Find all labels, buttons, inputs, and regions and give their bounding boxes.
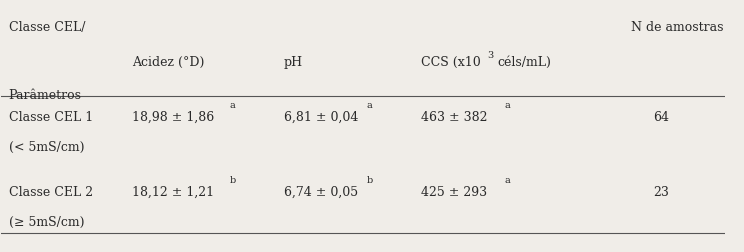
Text: Acidez (°D): Acidez (°D) [132,56,204,69]
Text: b: b [229,176,236,185]
Text: 23: 23 [652,186,669,199]
Text: (< 5mS/cm): (< 5mS/cm) [9,141,84,154]
Text: 463 ± 382: 463 ± 382 [421,111,487,124]
Text: (≥ 5mS/cm): (≥ 5mS/cm) [9,216,84,229]
Text: b: b [367,176,373,185]
Text: 6,74 ± 0,05: 6,74 ± 0,05 [283,186,358,199]
Text: Classe CEL 2: Classe CEL 2 [9,186,93,199]
Text: céls/mL): céls/mL) [497,56,551,69]
Text: 425 ± 293: 425 ± 293 [421,186,487,199]
Text: a: a [504,101,510,110]
Text: Classe CEL/: Classe CEL/ [9,21,85,34]
Text: Classe CEL 1: Classe CEL 1 [9,111,93,124]
Text: 6,81 ± 0,04: 6,81 ± 0,04 [283,111,358,124]
Text: 3: 3 [488,51,494,60]
Text: N de amostras: N de amostras [631,21,723,34]
Text: 64: 64 [652,111,669,124]
Text: a: a [504,176,510,185]
Text: CCS (x10: CCS (x10 [421,56,481,69]
Text: 18,12 ± 1,21: 18,12 ± 1,21 [132,186,214,199]
Text: a: a [367,101,373,110]
Text: Parâmetros: Parâmetros [9,89,82,102]
Text: a: a [229,101,235,110]
Text: pH: pH [283,56,303,69]
Text: 18,98 ± 1,86: 18,98 ± 1,86 [132,111,214,124]
